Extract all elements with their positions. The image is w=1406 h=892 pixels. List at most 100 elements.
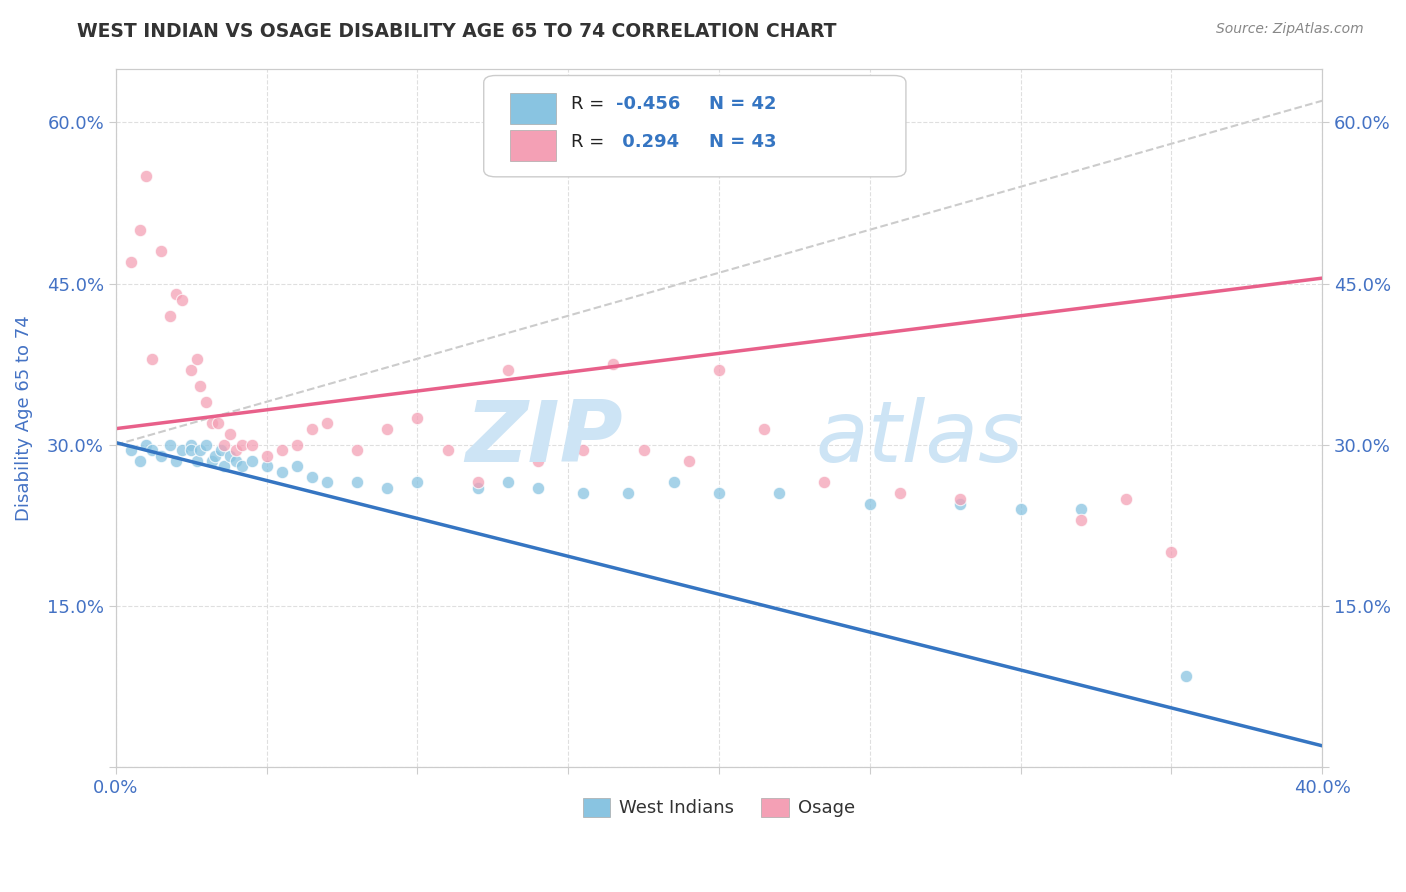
Point bbox=[150, 449, 173, 463]
Point bbox=[225, 454, 247, 468]
Point bbox=[949, 497, 972, 511]
Point bbox=[346, 475, 368, 490]
Text: R =: R = bbox=[571, 133, 610, 151]
Text: -0.456: -0.456 bbox=[616, 95, 681, 113]
Point bbox=[316, 417, 339, 431]
Point bbox=[256, 449, 278, 463]
Point bbox=[406, 475, 429, 490]
Point bbox=[949, 491, 972, 506]
Point bbox=[467, 481, 489, 495]
Point bbox=[1070, 513, 1092, 527]
Point bbox=[707, 486, 730, 500]
Point bbox=[195, 438, 218, 452]
Point bbox=[375, 422, 398, 436]
Point bbox=[219, 449, 242, 463]
Point bbox=[270, 465, 292, 479]
Text: N = 42: N = 42 bbox=[709, 95, 776, 113]
Point bbox=[188, 443, 211, 458]
Point bbox=[662, 475, 685, 490]
Point bbox=[859, 497, 882, 511]
Point bbox=[572, 486, 595, 500]
Point bbox=[225, 443, 247, 458]
Point bbox=[285, 459, 308, 474]
Point bbox=[219, 427, 242, 442]
Legend: West Indians, Osage: West Indians, Osage bbox=[576, 791, 862, 824]
Point bbox=[572, 443, 595, 458]
Point bbox=[707, 362, 730, 376]
FancyBboxPatch shape bbox=[510, 93, 557, 124]
Point bbox=[180, 362, 202, 376]
Text: atlas: atlas bbox=[815, 397, 1024, 481]
Point bbox=[496, 475, 519, 490]
Y-axis label: Disability Age 65 to 74: Disability Age 65 to 74 bbox=[15, 315, 32, 521]
Point bbox=[141, 443, 163, 458]
Point bbox=[754, 422, 776, 436]
Text: 0.294: 0.294 bbox=[616, 133, 679, 151]
Point bbox=[527, 481, 550, 495]
Point bbox=[1010, 502, 1032, 516]
Point bbox=[141, 351, 163, 366]
Point bbox=[214, 438, 236, 452]
Point bbox=[496, 362, 519, 376]
Text: N = 43: N = 43 bbox=[709, 133, 776, 151]
Point bbox=[1175, 669, 1198, 683]
Point bbox=[316, 475, 339, 490]
Point bbox=[120, 443, 142, 458]
Point bbox=[204, 449, 226, 463]
Point bbox=[165, 287, 187, 301]
FancyBboxPatch shape bbox=[510, 130, 557, 161]
Point bbox=[201, 417, 224, 431]
Point bbox=[768, 486, 790, 500]
FancyBboxPatch shape bbox=[484, 76, 905, 177]
Point bbox=[180, 443, 202, 458]
Point bbox=[602, 357, 624, 371]
Point bbox=[813, 475, 835, 490]
Point bbox=[129, 223, 152, 237]
Point bbox=[172, 443, 194, 458]
Point bbox=[1115, 491, 1137, 506]
Point bbox=[678, 454, 700, 468]
Text: ZIP: ZIP bbox=[465, 397, 623, 481]
Point bbox=[159, 438, 181, 452]
Text: Source: ZipAtlas.com: Source: ZipAtlas.com bbox=[1216, 22, 1364, 37]
Point bbox=[195, 394, 218, 409]
Point bbox=[375, 481, 398, 495]
Point bbox=[165, 454, 187, 468]
Point bbox=[188, 378, 211, 392]
Point bbox=[240, 438, 263, 452]
Text: WEST INDIAN VS OSAGE DISABILITY AGE 65 TO 74 CORRELATION CHART: WEST INDIAN VS OSAGE DISABILITY AGE 65 T… bbox=[77, 22, 837, 41]
Point bbox=[527, 454, 550, 468]
Point bbox=[186, 351, 208, 366]
Point bbox=[1070, 502, 1092, 516]
Point bbox=[231, 459, 253, 474]
Point bbox=[120, 255, 142, 269]
Point bbox=[633, 443, 655, 458]
Point bbox=[150, 244, 173, 259]
Point bbox=[129, 454, 152, 468]
Text: R =: R = bbox=[571, 95, 610, 113]
Point bbox=[617, 486, 640, 500]
Point bbox=[256, 459, 278, 474]
Point bbox=[172, 293, 194, 307]
Point bbox=[301, 470, 323, 484]
Point bbox=[207, 417, 229, 431]
Point bbox=[1160, 545, 1182, 559]
Point bbox=[889, 486, 911, 500]
Point bbox=[406, 410, 429, 425]
Point bbox=[201, 454, 224, 468]
Point bbox=[270, 443, 292, 458]
Point bbox=[209, 443, 232, 458]
Point bbox=[346, 443, 368, 458]
Point bbox=[240, 454, 263, 468]
Point bbox=[436, 443, 458, 458]
Point bbox=[135, 438, 157, 452]
Point bbox=[301, 422, 323, 436]
Point bbox=[231, 438, 253, 452]
Point bbox=[180, 438, 202, 452]
Point bbox=[467, 475, 489, 490]
Point bbox=[186, 454, 208, 468]
Point bbox=[214, 459, 236, 474]
Point bbox=[135, 169, 157, 183]
Point bbox=[159, 309, 181, 323]
Point bbox=[285, 438, 308, 452]
